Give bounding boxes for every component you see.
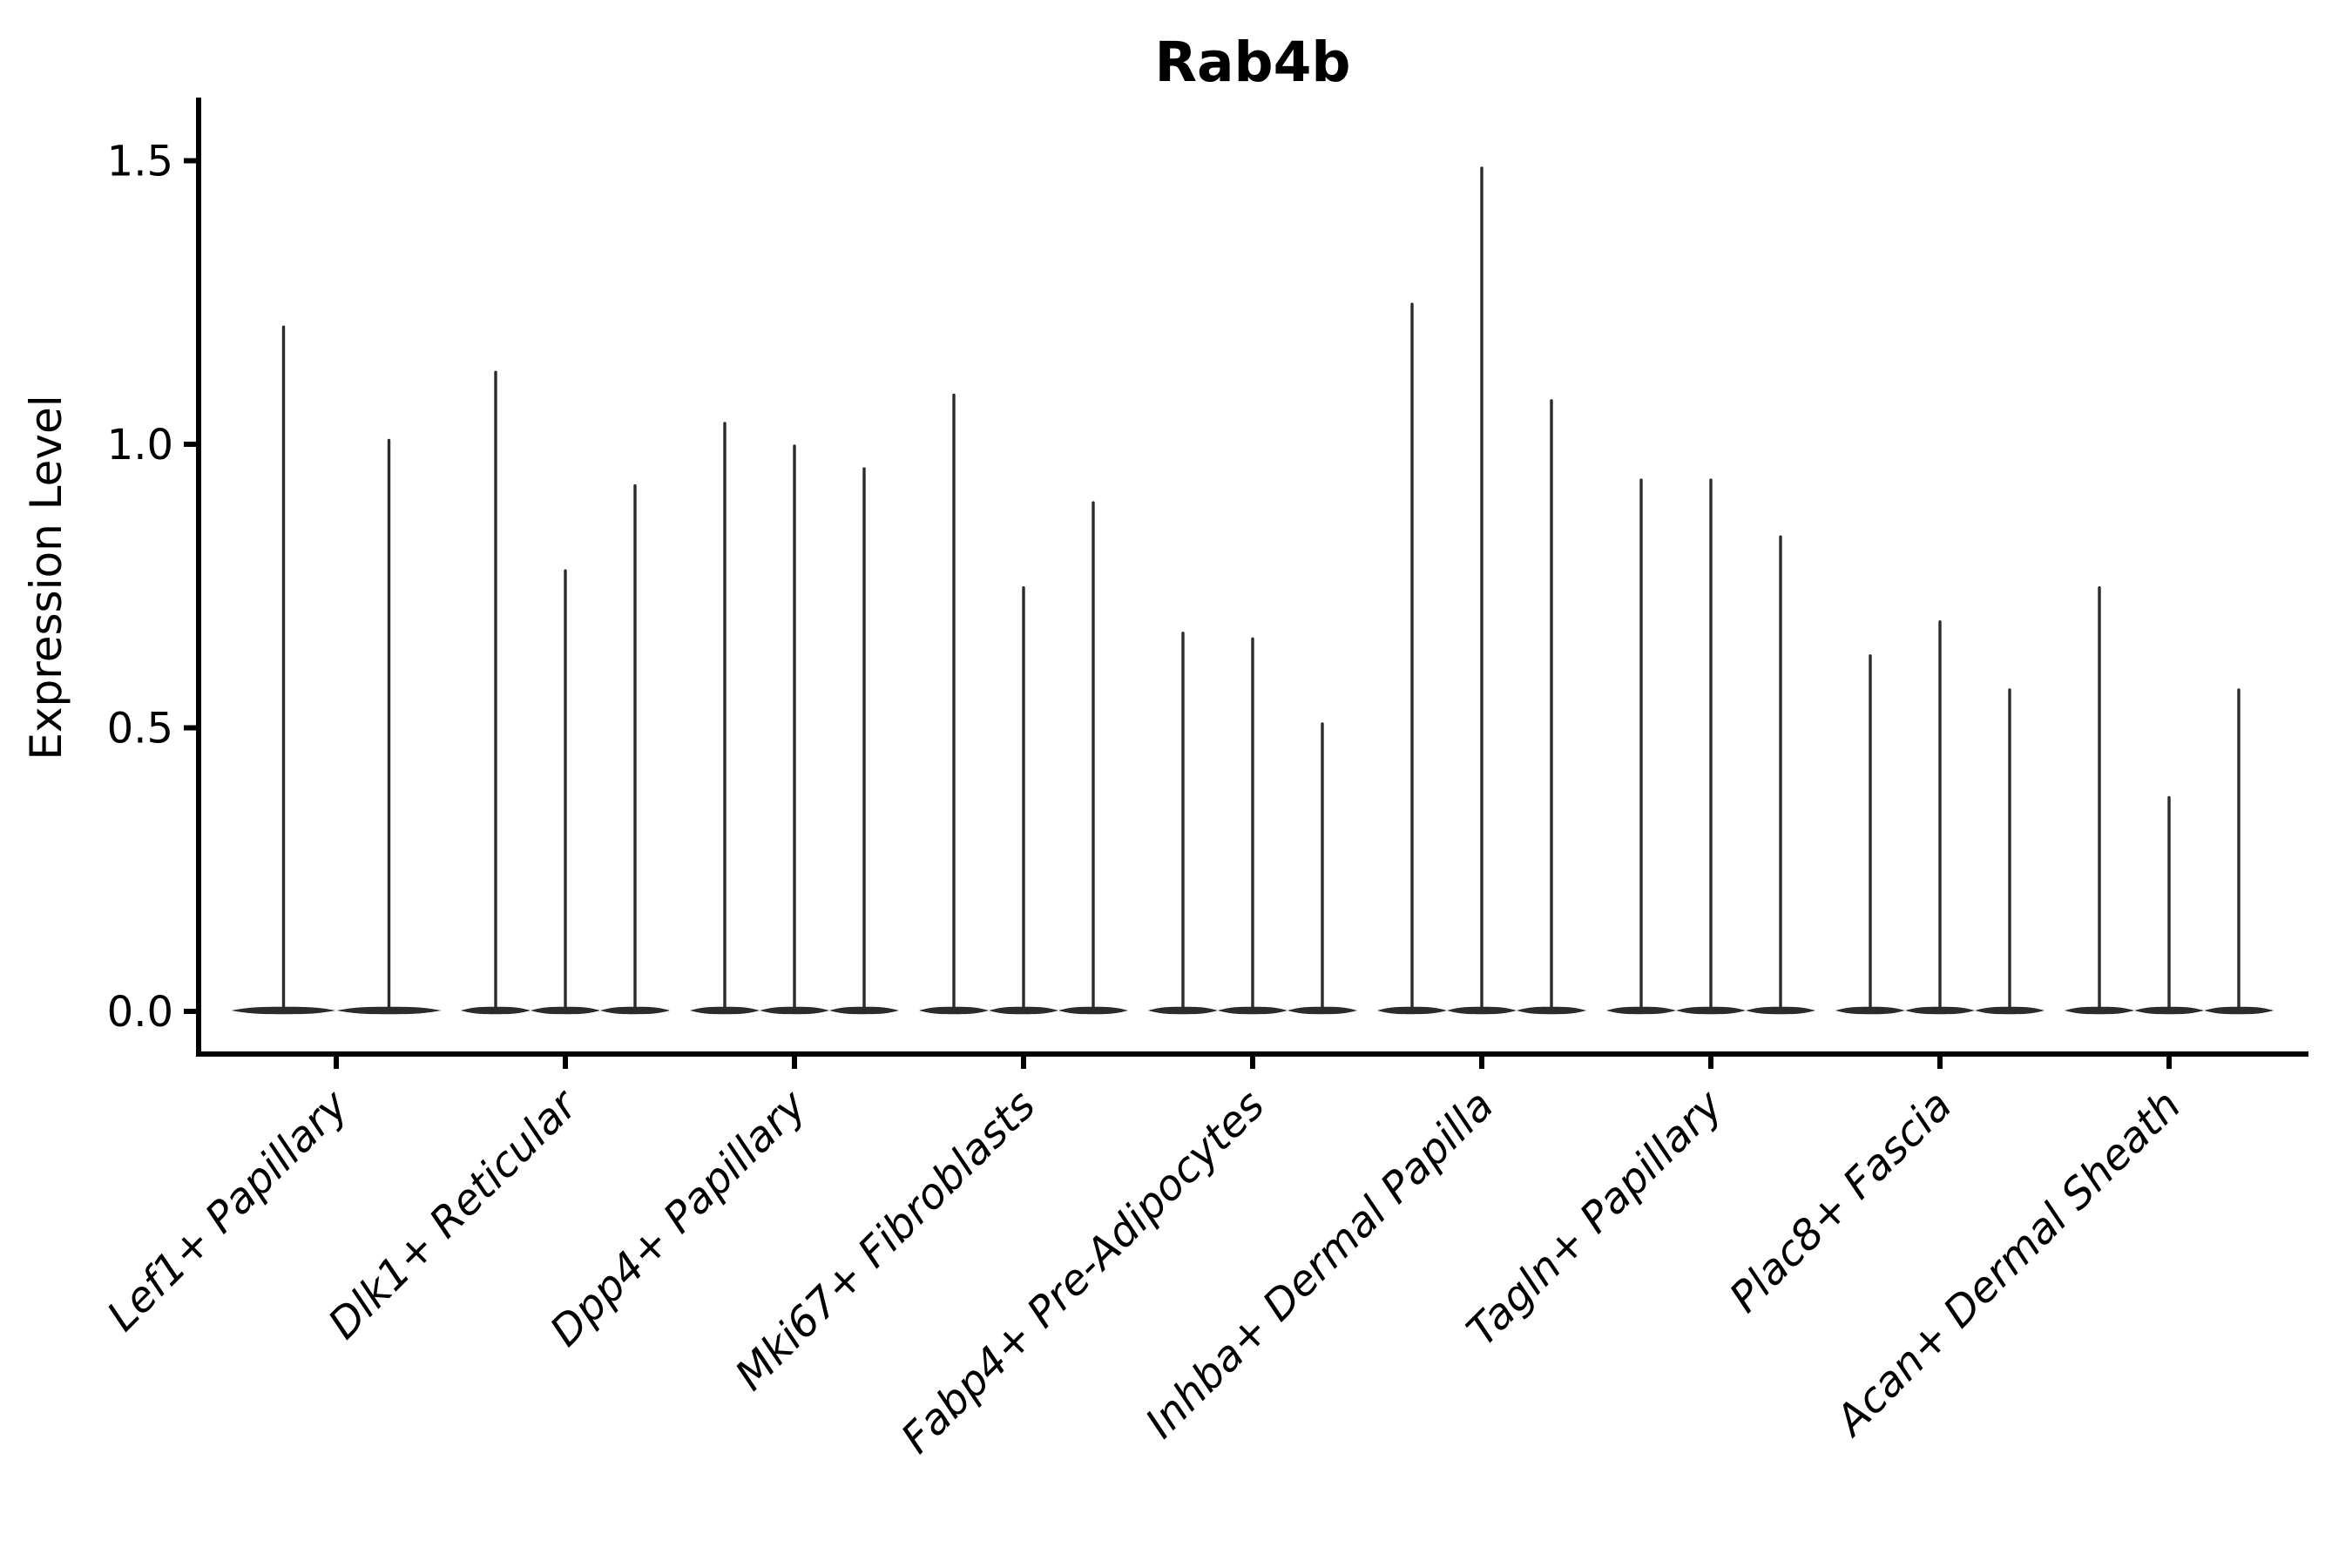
x-tick [2166,1057,2172,1069]
x-tick-label: Fabp4+ Pre-Adipocytes [892,1081,1274,1463]
x-tick [334,1057,339,1069]
x-tick [1708,1057,1713,1069]
y-tick [184,725,196,731]
y-axis-spine [196,98,201,1057]
y-tick [184,442,196,447]
y-axis-label: Expression Level [21,395,71,760]
x-tick-label: Tagln+ Papillary [1457,1080,1733,1355]
x-tick-label: Plac8+ Fascia [1720,1081,1962,1322]
y-tick [184,158,196,164]
x-tick [1937,1057,1943,1069]
y-tick-label: 0.5 [107,705,173,754]
x-tick-label: Lef1+ Papillary [98,1080,358,1341]
x-tick [1021,1057,1026,1069]
y-tick-label: 1.0 [107,421,173,470]
y-tick-label: 1.5 [107,138,173,186]
x-tick [563,1057,568,1069]
x-axis-spine [196,1051,2308,1057]
chart-title: Rab4b [1154,30,1350,94]
x-tick [792,1057,797,1069]
x-tick-label: Dpp4+ Papillary [541,1080,816,1355]
x-tick [1250,1057,1255,1069]
x-tick [1479,1057,1484,1069]
y-tick [184,1009,196,1014]
y-tick-label: 0.0 [107,988,173,1037]
x-tick-label: Dlk1+ Reticular [319,1079,589,1349]
